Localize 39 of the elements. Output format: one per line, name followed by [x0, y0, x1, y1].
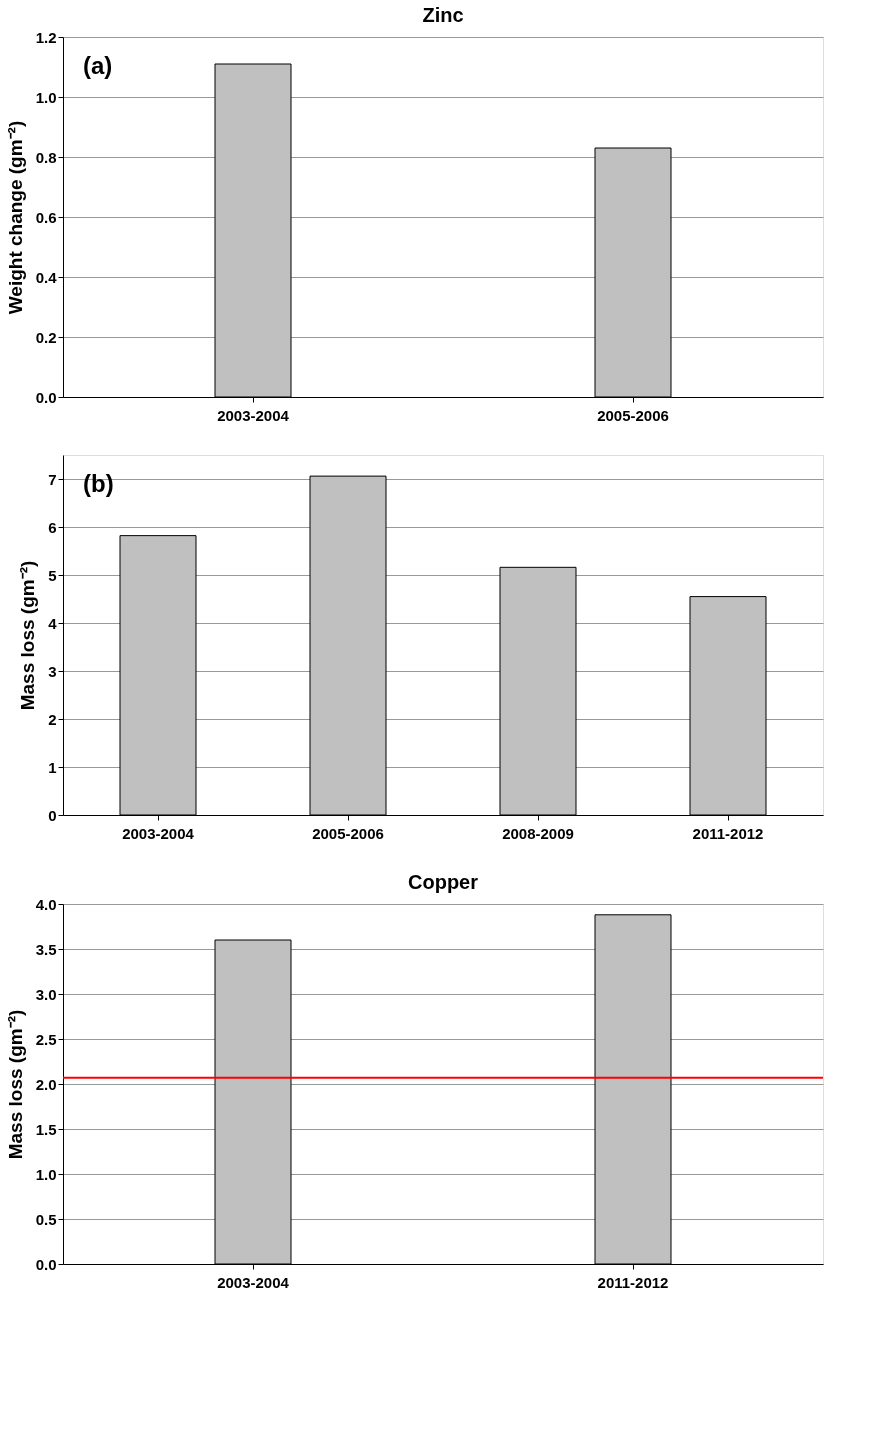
x-tick-label: 2005-2006: [597, 406, 669, 424]
chart-title: Copper: [408, 871, 479, 893]
y-tick-label: 3.5: [35, 940, 57, 958]
y-tick-label: 6: [48, 518, 57, 536]
x-tick-label: 2011-2012: [692, 824, 764, 842]
x-tick-label: 2005-2006: [312, 824, 384, 842]
y-axis-title: Weight change (gm⁻²): [4, 120, 26, 315]
y-tick-label: 0.0: [35, 1255, 57, 1273]
y-tick-label: 0.4: [35, 268, 58, 286]
y-tick-label: 2.5: [35, 1030, 57, 1048]
y-tick-label: 1.0: [35, 88, 57, 106]
x-tick-label: 2003-2004: [217, 406, 290, 424]
x-tick-label: 2003-2004: [217, 1273, 290, 1291]
annotation: (b): [83, 470, 114, 497]
y-tick-label: 2.0: [35, 1075, 57, 1093]
annotation: (a): [83, 52, 113, 79]
y-tick-label: 0.5: [35, 1210, 57, 1228]
chart-title: Zinc: [422, 4, 464, 26]
y-tick-label: 3: [48, 662, 57, 680]
y-tick-label: 0.6: [35, 208, 57, 226]
y-tick-label: 1.5: [35, 1120, 57, 1138]
y-tick-label: 3.0: [35, 985, 57, 1003]
y-axis-title: Mass loss (gm⁻²): [17, 560, 39, 711]
y-tick-label: 4.0: [35, 895, 57, 913]
y-tick-label: 2: [48, 710, 57, 728]
x-tick-label: 2003-2004: [122, 824, 195, 842]
y-tick-label: 0: [48, 806, 57, 824]
x-tick-label: 2011-2012: [597, 1273, 669, 1291]
y-tick-label: 1.0: [35, 1165, 57, 1183]
y-tick-label: 5: [48, 566, 57, 584]
y-tick-label: 1.2: [35, 28, 57, 46]
y-axis-title: Mass loss (gm⁻²): [4, 1009, 26, 1160]
y-tick-label: 0.0: [35, 388, 57, 406]
y-tick-label: 1: [48, 758, 57, 776]
y-tick-label: 7: [48, 470, 57, 488]
y-tick-label: 4: [48, 614, 58, 632]
y-tick-label: 0.2: [35, 328, 57, 346]
x-tick-label: 2008-2009: [502, 824, 574, 842]
y-tick-label: 0.8: [35, 148, 57, 166]
